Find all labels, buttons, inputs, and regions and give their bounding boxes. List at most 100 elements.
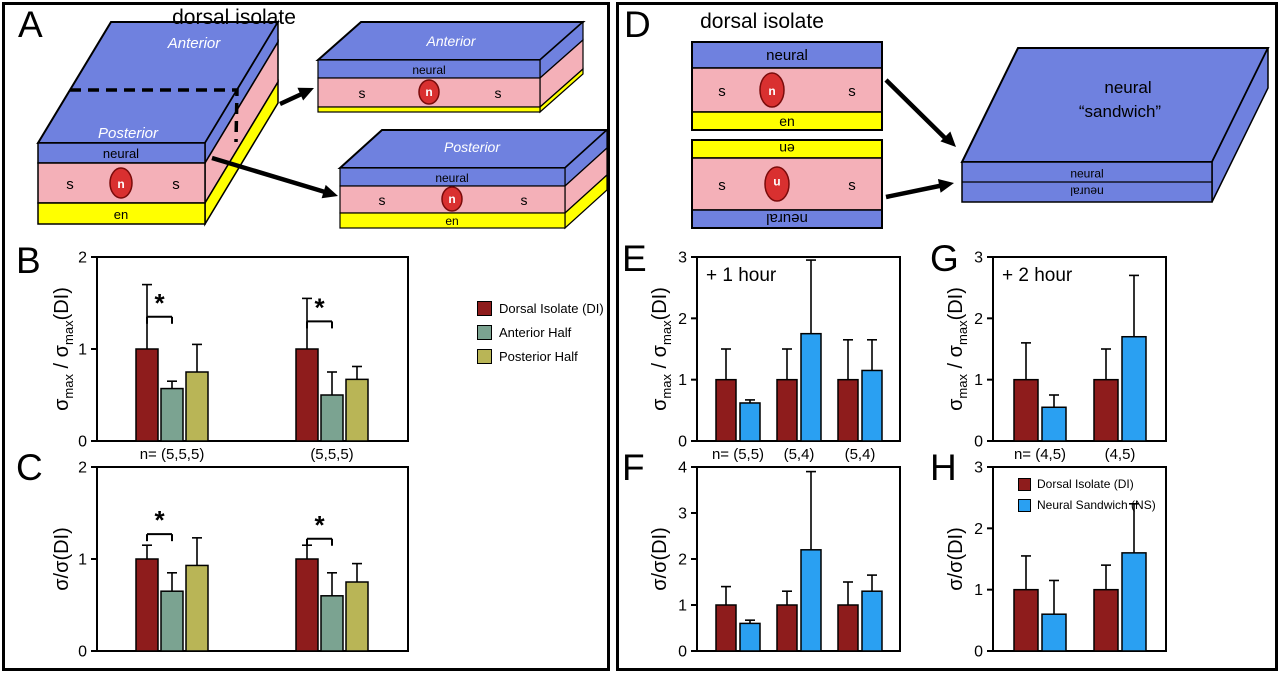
legend-bc: Dorsal Isolate (DI) Anterior Half Poster… [477, 301, 604, 373]
panel-letter-d: D [624, 4, 651, 45]
bar-di-g1 [715, 378, 737, 442]
posterior-slab-notochord [441, 186, 463, 212]
chart-e: 0 1 2 3 n= (5,5) (5,4) (5,4) + 1 hour [678, 250, 901, 463]
panel-letter-f: F [622, 447, 645, 488]
bar-post-g1 [185, 564, 209, 652]
bar-ns-g2 [800, 549, 822, 652]
panel-d-title: dorsal isolate [700, 10, 824, 33]
bar-ns-g2 [1121, 335, 1147, 442]
y-tick-label: 0 [678, 434, 687, 451]
y-tick-label: 1 [678, 372, 687, 389]
main-slab-n-label: n [117, 177, 124, 191]
y-tick-label: 2 [678, 311, 687, 328]
x-tick-label: n= (5,5) [712, 446, 764, 463]
x-tick-label: (5,4) [784, 446, 815, 463]
y-tick-label: 2 [78, 250, 87, 267]
main-slab-en-label: en [114, 207, 128, 222]
bar-ant-g2 [320, 595, 344, 652]
x-tick-label: (5,4) [845, 446, 876, 463]
panel-letter-g: G [930, 238, 959, 279]
x-tick-label: n= (5,5,5) [140, 446, 205, 463]
flipped-slab-neural-label: neural [766, 210, 808, 227]
arrow-upper-to-sandwich-head [940, 131, 956, 147]
bar-ant-g1 [160, 387, 184, 442]
bar-di-g1 [715, 604, 737, 652]
flipped-slab-s-right-label: s [848, 177, 856, 194]
y-tick-label: 0 [974, 434, 983, 451]
bar-post-g2 [345, 378, 369, 442]
posterior-slab-n-label: n [448, 192, 455, 206]
bar-di-g1 [135, 558, 159, 652]
arrow-upper-to-sandwich [884, 78, 949, 142]
bar-ns-g1 [1041, 406, 1067, 442]
y-tick-label: 1 [78, 342, 87, 359]
y-tick-label: 2 [78, 460, 87, 477]
y-tick-label: 0 [974, 644, 983, 661]
legend-swatch-dorsal-isolate [477, 301, 492, 316]
main-slab-neural-label: neural [103, 146, 139, 161]
x-tick-label: n= (4,5) [1014, 446, 1066, 463]
bar-di-g2 [776, 378, 798, 442]
legend-label-dorsal-isolate: Dorsal Isolate (DI) [499, 301, 604, 316]
posterior-slab-s-left-label: s [379, 192, 386, 208]
y-axis-title-c: σ/σ(DI) [51, 527, 73, 591]
main-slab-s-right-label: s [172, 176, 180, 193]
bar-di-g2 [1093, 588, 1119, 652]
legend-item-posterior: Posterior Half [477, 349, 604, 364]
bar-ns-g1 [1041, 613, 1067, 652]
bar-post-g1 [185, 371, 209, 442]
posterior-slab-s-right-label: s [521, 192, 528, 208]
posterior-slab-neural-label: neural [435, 171, 468, 185]
sig-asterisk: * [314, 510, 325, 540]
arrow-to-anterior-head [297, 87, 314, 101]
arrow-lower-to-sandwich-head [937, 178, 954, 193]
upright-slab-notochord [759, 72, 785, 108]
posterior-slab-top-label: Posterior [444, 139, 501, 155]
y-tick-label: 1 [974, 372, 983, 389]
upright-slab-s-left-label: s [718, 83, 726, 100]
main-slab-posterior-label: Posterior [98, 125, 159, 142]
bar-di-g2 [776, 604, 798, 652]
legend-label-posterior-half: Posterior Half [499, 349, 578, 364]
panel-letter-e: E [622, 238, 647, 279]
panel-letter-b: B [16, 240, 41, 281]
x-tick-label: (4,5) [1105, 446, 1136, 463]
sandwich-title-line2: “sandwich” [1079, 102, 1162, 121]
anterior-slab-n-label: n [425, 85, 432, 99]
panel-letter-a: A [18, 4, 43, 45]
y-tick-label: 1 [78, 552, 87, 569]
legend-label-anterior-half: Anterior Half [499, 325, 572, 340]
bar-ns-g3 [861, 590, 883, 652]
main-slab-s-left-label: s [66, 176, 74, 193]
y-tick-label: 3 [678, 506, 687, 523]
y-tick-label: 4 [678, 460, 687, 477]
bar-post-g2 [345, 581, 369, 652]
legend-item-anterior: Anterior Half [477, 325, 604, 340]
y-tick-label: 1 [678, 598, 687, 615]
anterior-slab-notochord [418, 79, 440, 105]
y-tick-label: 0 [78, 434, 87, 451]
bar-ns-g1 [739, 402, 761, 442]
y-tick-label: 0 [678, 644, 687, 661]
bar-di-g2 [295, 558, 319, 652]
bar-di-g1 [1013, 588, 1039, 652]
bar-ant-g2 [320, 394, 344, 442]
y-tick-label: 3 [678, 250, 687, 267]
flipped-slab-s-left-label: s [718, 177, 726, 194]
bar-ns-g3 [861, 369, 883, 442]
posterior-slab-en-label: en [445, 214, 458, 228]
upright-slab-s-right-label: s [848, 83, 856, 100]
anterior-slab-top-label: Anterior [425, 33, 476, 49]
main-slab-notochord [109, 167, 133, 199]
cut-dashed-line [70, 88, 239, 143]
sandwich-title-line1: neural [1104, 78, 1151, 97]
legend-item-di-h: Dorsal Isolate (DI) [1018, 477, 1156, 491]
panel-d-diagram: neural s s n en en s s n neural neural “… [691, 41, 1270, 229]
arrow-to-posterior [211, 155, 326, 195]
upright-slab-neural-label: neural [766, 47, 808, 64]
chart-f: 0 1 2 3 4 [678, 460, 901, 661]
y-tick-label: 1 [974, 582, 983, 599]
annotation-G: + 2 hour [1002, 265, 1073, 286]
bar-di-g3 [837, 378, 859, 442]
panel-letter-c: C [16, 447, 43, 488]
